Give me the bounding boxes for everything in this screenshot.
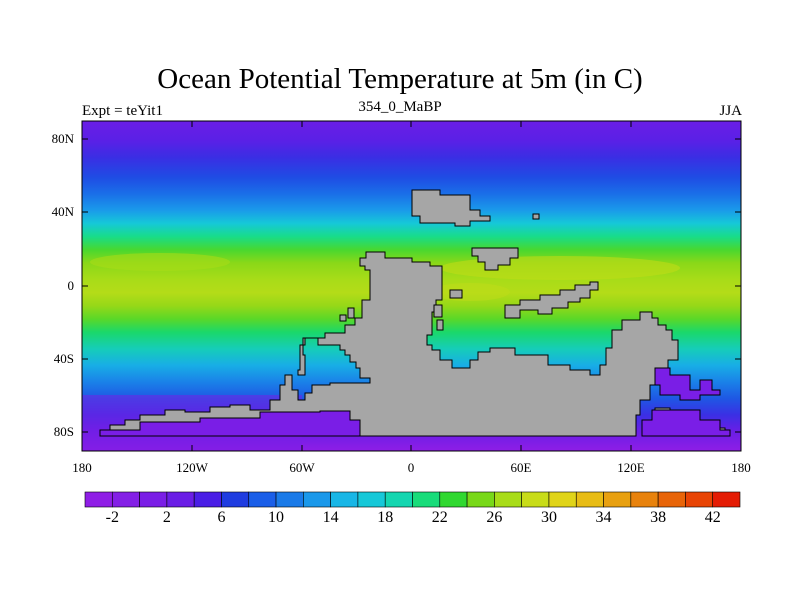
land-microcontinent <box>471 247 519 271</box>
colorbar-swatch <box>84 491 113 508</box>
colorbar-swatch <box>575 491 604 508</box>
colorbar-label: 22 <box>431 509 448 526</box>
colorbar-swatch <box>275 491 304 508</box>
x-tick-label: 180 <box>72 460 92 475</box>
colorbar-swatch <box>248 491 277 508</box>
colorbar-swatch <box>330 491 359 508</box>
colorbar-swatch <box>685 491 714 508</box>
colorbar-swatch <box>193 491 222 508</box>
colorbar-swatch <box>657 491 686 508</box>
x-tick-label: 60W <box>289 460 315 475</box>
colorbar-swatch <box>412 491 441 508</box>
colorbar-swatch <box>712 491 741 508</box>
land-island-west-2 <box>347 307 355 319</box>
colorbar-swatch <box>166 491 195 508</box>
colorbar-label: 30 <box>540 509 557 526</box>
colorbar-label: 34 <box>595 509 612 526</box>
colorbar-swatch <box>548 491 577 508</box>
land-island-west-1 <box>339 314 347 322</box>
y-tick-label: 80N <box>51 131 74 146</box>
colorbar-swatch <box>303 491 331 508</box>
x-tick-label: 60E <box>510 460 532 475</box>
x-tick-label: 0 <box>407 460 415 475</box>
land-island-central-2 <box>436 319 444 331</box>
colorbar-label: 6 <box>217 509 226 526</box>
y-tick-label: 80S <box>53 424 74 439</box>
colorbar-swatch <box>466 491 495 508</box>
colorbar <box>84 491 741 508</box>
colorbar-label: 42 <box>704 509 721 526</box>
land-island-north <box>532 213 540 220</box>
experiment-label: Expt = teYit1 <box>82 103 163 119</box>
y-axis-ticks <box>82 138 741 433</box>
period-label: 354_0_MaBP <box>358 99 442 115</box>
map-title: Ocean Potential Temperature at 5m (in C) <box>157 63 643 95</box>
colorbar-swatch <box>139 491 168 508</box>
x-tick-label: 180 <box>731 460 751 475</box>
land-island-central-3 <box>449 289 463 299</box>
polar-cold-pools <box>99 367 731 437</box>
colorbar-label: 14 <box>322 509 339 526</box>
colorbar-swatch <box>439 491 468 508</box>
land-eastern-arc <box>504 281 599 319</box>
colorbar-swatch <box>221 491 250 508</box>
colorbar-label: 18 <box>377 509 394 526</box>
season-label: JJA <box>719 103 742 119</box>
x-tick-label: 120E <box>617 460 645 475</box>
colorbar-swatch <box>603 491 632 508</box>
colorbar-swatch <box>111 491 140 508</box>
x-tick-label: 120W <box>176 460 208 475</box>
land-north <box>411 189 491 227</box>
colorbar-swatch <box>357 491 386 508</box>
colorbar-label: 26 <box>486 509 503 526</box>
colorbar-label: 10 <box>268 509 285 526</box>
map-field <box>82 121 741 451</box>
colorbar-swatch <box>384 491 413 508</box>
x-axis-ticks <box>191 121 632 451</box>
colorbar-swatch <box>494 491 522 508</box>
colorbar-swatch <box>630 491 659 508</box>
y-tick-label: 40S <box>53 351 74 366</box>
colorbar-label: -2 <box>105 509 119 526</box>
colorbar-label: 38 <box>650 509 667 526</box>
y-tick-label: 0 <box>67 278 75 293</box>
colorbar-label: 2 <box>162 509 171 526</box>
land-island-central-1 <box>433 304 443 318</box>
colorbar-swatch <box>521 491 550 508</box>
y-tick-label: 40N <box>51 204 74 219</box>
